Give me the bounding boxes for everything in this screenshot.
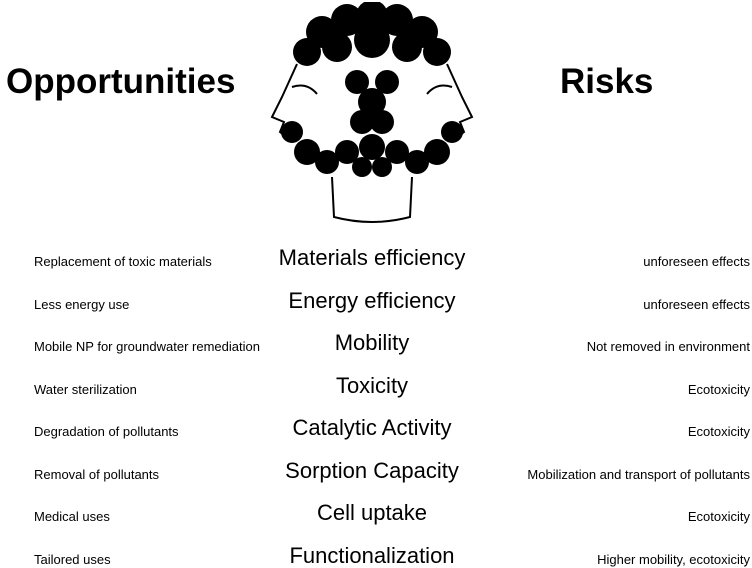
property: Functionalization xyxy=(289,542,455,568)
property: Sorption Capacity xyxy=(285,457,459,483)
opportunity: Medical uses xyxy=(34,509,110,524)
opportunity: Mobile NP for groundwater remediation xyxy=(34,339,260,354)
risk: Ecotoxicity xyxy=(687,381,750,397)
left-title: Opportunities xyxy=(6,62,236,101)
property: Toxicity xyxy=(335,372,409,398)
opportunity: Water sterilization xyxy=(34,381,137,397)
janus-head xyxy=(270,2,474,223)
opportunity: Tailored uses xyxy=(34,551,111,567)
risk: Not removed in environment xyxy=(586,339,750,354)
property: Cell uptake xyxy=(316,500,428,525)
right-title: Risks xyxy=(560,62,654,101)
opportunity: Removal of pollutants xyxy=(34,466,160,482)
opportunity: Replacement of toxic materials xyxy=(34,254,212,269)
property: Energy efficiency xyxy=(288,287,456,313)
opportunity: Degradation of pollutants xyxy=(34,424,179,439)
risk: Ecotoxicity xyxy=(687,509,750,524)
risk: Ecotoxicity xyxy=(687,424,750,439)
opportunity: Less energy use xyxy=(34,296,130,312)
risk: unforeseen effects xyxy=(643,296,750,312)
property: Mobility xyxy=(334,330,410,355)
risk: Mobilization and transport of pollutants xyxy=(527,466,750,482)
risk: Higher mobility, ecotoxicity xyxy=(597,551,750,567)
property: Catalytic Activity xyxy=(292,415,452,440)
property: Materials efficiency xyxy=(278,245,466,270)
risk: unforeseen effects xyxy=(643,254,750,269)
